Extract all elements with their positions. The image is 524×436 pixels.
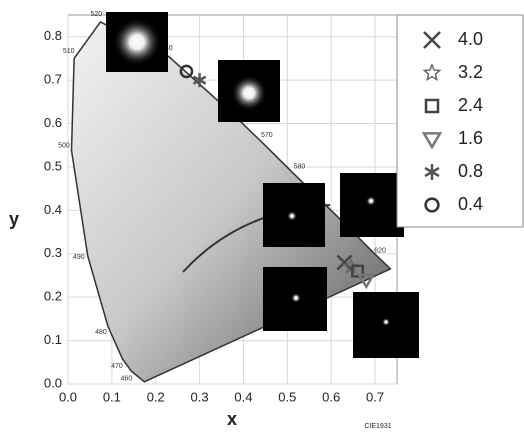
legend-label: 1.6 bbox=[458, 128, 483, 148]
legend-label: 4.0 bbox=[458, 29, 483, 49]
y-tick-label: 0.5 bbox=[44, 158, 62, 173]
x-tick-label: 0.3 bbox=[191, 389, 209, 404]
wavelength-label: 520 bbox=[91, 11, 103, 18]
x-tick-label: 0.5 bbox=[278, 389, 296, 404]
y-tick-label: 0.1 bbox=[44, 332, 62, 347]
y-tick-label: 0.8 bbox=[44, 28, 62, 43]
x-tick-label: 0.2 bbox=[147, 389, 165, 404]
inset-spot bbox=[231, 75, 267, 111]
wavelength-label: 500 bbox=[58, 142, 70, 149]
chart: 0.0 0.1 0.2 0.3 0.4 0.5 0.6 0.7 0.0 0.1 0.2 0.3 0.4 0… bbox=[0, 0, 524, 436]
wavelength-label: 490 bbox=[73, 254, 85, 261]
wavelength-label: 510 bbox=[63, 48, 75, 55]
y-tick-label: 0.7 bbox=[44, 72, 62, 87]
y-tick-label: 0.4 bbox=[44, 202, 62, 217]
wavelength-label: 580 bbox=[294, 164, 306, 171]
inset-spot bbox=[382, 318, 390, 326]
x-tick-label: 0.1 bbox=[103, 389, 121, 404]
inset-spot bbox=[113, 18, 161, 66]
footnote: CIE1931 bbox=[364, 423, 391, 430]
wavelength-label: 480 bbox=[95, 329, 107, 336]
x-axis-label: x bbox=[227, 409, 237, 429]
inset-spot bbox=[366, 196, 376, 206]
y-tick-label: 0.0 bbox=[44, 375, 62, 390]
y-tick-label: 0.2 bbox=[44, 289, 62, 304]
legend-label: 2.4 bbox=[458, 95, 483, 115]
x-tick-label: 0.4 bbox=[234, 389, 252, 404]
legend-label: 3.2 bbox=[458, 62, 483, 82]
legend-label: 0.8 bbox=[458, 161, 483, 181]
x-tick-label: 0.6 bbox=[322, 389, 340, 404]
x-tick-label: 0.7 bbox=[366, 389, 384, 404]
wavelength-label: 470 bbox=[111, 363, 123, 370]
legend-label: 0.4 bbox=[458, 194, 483, 214]
inset-spot bbox=[287, 211, 297, 221]
x-tick-label: 0.0 bbox=[59, 389, 77, 404]
y-tick-label: 0.3 bbox=[44, 245, 62, 260]
wavelength-label: 570 bbox=[261, 132, 273, 139]
wavelength-label: 460 bbox=[121, 375, 133, 382]
y-axis-label: y bbox=[9, 209, 19, 229]
y-tick-label: 0.6 bbox=[44, 115, 62, 130]
wavelength-label: 620 bbox=[374, 248, 386, 255]
inset-spot bbox=[291, 293, 301, 303]
